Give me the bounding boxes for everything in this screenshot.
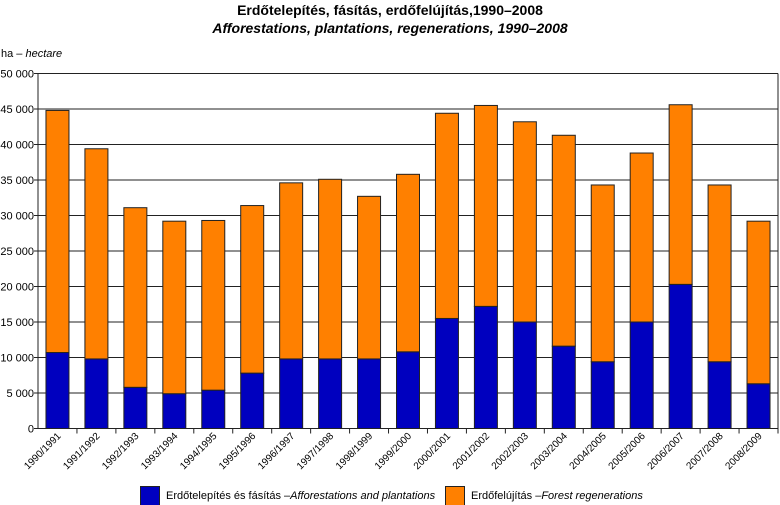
bar-regenerations xyxy=(434,112,459,319)
bar-regenerations xyxy=(357,195,382,360)
legend-label-italic: Afforestations and plantations xyxy=(290,490,436,502)
legend-label: Erdőfelújítás – xyxy=(471,490,542,502)
y-axis-unit: ha – hectare xyxy=(1,48,62,60)
y-tick-label: 5 000 xyxy=(6,388,34,400)
x-tick-label: 1998/1999 xyxy=(334,431,376,473)
bar-regenerations xyxy=(590,184,615,363)
x-tick-label: 2006/2007 xyxy=(646,431,688,473)
bar-regenerations xyxy=(473,104,498,307)
legend-swatch xyxy=(445,486,465,505)
bar-afforestations xyxy=(590,361,615,430)
chart-subtitle: Afforestations, plantations, regeneratio… xyxy=(212,20,568,36)
x-tick-label: 2003/2004 xyxy=(529,431,571,473)
bar-afforestations xyxy=(201,389,226,430)
x-tick-label: 1991/1992 xyxy=(61,431,103,473)
legend-swatch xyxy=(140,486,160,505)
bar-afforestations xyxy=(318,358,343,430)
legend-label-italic: Forest regenerations xyxy=(541,490,643,502)
bar-regenerations xyxy=(707,184,732,363)
bar-afforestations xyxy=(629,321,654,429)
x-tick-label: 2008/2009 xyxy=(723,431,765,473)
bar-afforestations xyxy=(45,352,70,429)
x-tick-label: 1999/2000 xyxy=(373,431,415,473)
bar-regenerations xyxy=(512,121,537,323)
bar-regenerations xyxy=(123,207,148,388)
x-tick-label: 2002/2003 xyxy=(490,431,532,473)
x-tick-label: 1990/1991 xyxy=(22,431,64,473)
x-tick-label: 1993/1994 xyxy=(139,431,181,473)
x-tick-label: 1996/1997 xyxy=(256,431,298,473)
legend-item-afforestations: Erdőtelepítés és fásítás – Afforestation… xyxy=(140,486,435,505)
y-tick-label: 35 000 xyxy=(0,175,34,187)
bar-regenerations xyxy=(746,220,771,385)
x-tick-label: 2000/2001 xyxy=(412,431,454,473)
bar-regenerations xyxy=(240,205,265,374)
bar-regenerations xyxy=(668,104,693,285)
bar-regenerations xyxy=(162,220,187,395)
x-tick-label: 1992/1993 xyxy=(100,431,142,473)
y-tick-label: 40 000 xyxy=(0,140,34,152)
bar-afforestations xyxy=(434,317,459,430)
bar-afforestations xyxy=(707,361,732,430)
y-tick-label: 50 000 xyxy=(0,69,34,81)
x-tick-label: 2004/2005 xyxy=(568,431,610,473)
x-tick-label: 2005/2006 xyxy=(607,431,649,473)
bar-afforestations xyxy=(357,358,382,430)
bar-regenerations xyxy=(318,178,343,360)
x-tick-label: 2001/2002 xyxy=(451,431,493,473)
bar-regenerations xyxy=(201,219,226,391)
bar-regenerations xyxy=(45,109,70,354)
x-tick-label: 1994/1995 xyxy=(178,431,220,473)
legend-label: Erdőtelepítés és fásítás – xyxy=(166,490,291,502)
bar-afforestations xyxy=(551,345,576,430)
plot-area: 0 5 000 10 000 15 000 20 000 25 000 30 000 35 0… xyxy=(0,69,779,473)
unit-label: ha – xyxy=(1,48,26,60)
bar-regenerations xyxy=(84,148,109,360)
bar-afforestations xyxy=(240,372,265,429)
bar-afforestations xyxy=(84,358,109,430)
bar-afforestations xyxy=(279,358,304,430)
x-tick-label: 2007/2008 xyxy=(684,431,726,473)
y-tick-label: 25 000 xyxy=(0,246,34,258)
bar-afforestations xyxy=(668,283,693,429)
bar-regenerations xyxy=(629,152,654,323)
x-tick-label: 1997/1998 xyxy=(295,431,337,473)
bar-afforestations xyxy=(473,305,498,430)
y-tick-label: 30 000 xyxy=(0,211,34,223)
bar-afforestations xyxy=(396,351,420,430)
bar-afforestations xyxy=(162,393,187,429)
y-tick-label: 15 000 xyxy=(0,317,34,329)
bar-regenerations xyxy=(279,182,304,360)
bar-afforestations xyxy=(123,386,148,430)
y-tick-label: 10 000 xyxy=(0,353,34,365)
legend-item-regenerations: Erdőfelújítás – Forest regenerations xyxy=(445,486,643,505)
y-tick-label: 20 000 xyxy=(0,282,34,294)
y-tick-label: 0 xyxy=(28,424,34,436)
y-tick-label: 45 000 xyxy=(0,104,34,116)
bar-afforestations xyxy=(746,383,771,429)
x-tick-label: 1995/1996 xyxy=(217,431,259,473)
bar-regenerations xyxy=(396,173,420,353)
unit-label-italic: hectare xyxy=(25,48,63,60)
bar-regenerations xyxy=(551,134,576,347)
bar-afforestations xyxy=(512,321,537,429)
chart-title: Erdőtelepítés, fásítás, erdőfelújítás,19… xyxy=(237,2,543,18)
